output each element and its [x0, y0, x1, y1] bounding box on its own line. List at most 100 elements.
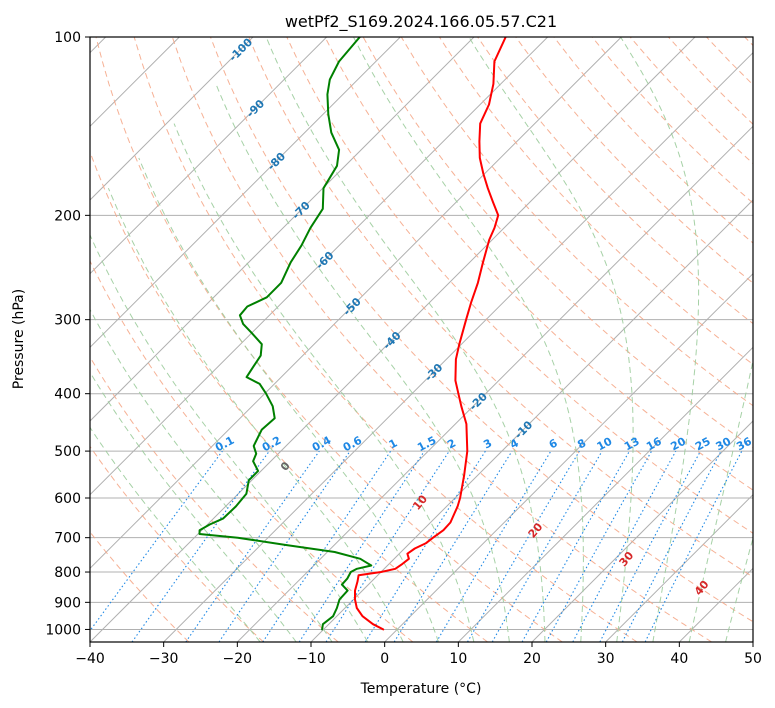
moist-adiabat: [265, 37, 546, 642]
mixing-ratio-label: 16: [644, 435, 664, 454]
dry-adiabat: [90, 150, 488, 642]
x-tick-label: −20: [223, 651, 253, 667]
y-tick-label: 400: [54, 387, 81, 403]
mixing-ratio-line: [572, 450, 677, 642]
isotherm-line: [90, 37, 696, 642]
mixing-ratio-label: 36: [734, 435, 754, 454]
moist-adiabat: [90, 426, 261, 642]
moist-adiabat: [138, 157, 439, 642]
isotherm-line: [752, 641, 753, 642]
dry-adiabat: [668, 37, 753, 125]
moist-adiabat: [353, 37, 584, 642]
y-tick-label: 300: [54, 313, 81, 329]
isotherm-label: -80: [265, 150, 288, 173]
y-tick-label: 200: [54, 208, 81, 224]
moist-adiabat: [90, 233, 369, 642]
mixing-ratio-label: 3: [481, 436, 494, 451]
isotherm-label: -100: [226, 35, 255, 64]
x-tick-label: −40: [75, 651, 105, 667]
isotherm-line: [605, 493, 753, 642]
isotherm-label: -30: [422, 361, 445, 384]
x-axis-title: Temperature (°C): [360, 681, 482, 697]
isotherm-label: -90: [244, 97, 267, 120]
mixing-ratio-line: [644, 450, 743, 642]
moist-adiabat-label: 30: [617, 549, 637, 569]
mixing-ratio-line: [262, 450, 392, 642]
moist-adiabat: [107, 188, 404, 642]
dry-adiabat: [324, 37, 753, 491]
mixing-ratio-line: [325, 450, 450, 642]
moist-adiabat: [90, 308, 333, 642]
x-tick-label: 0: [380, 651, 389, 667]
isotherm-line: [163, 51, 753, 642]
dry-adiabat: [95, 37, 563, 642]
mixing-ratio-line: [298, 450, 425, 642]
y-tick-label: 500: [54, 444, 81, 460]
y-axis-title: Pressure (hPa): [11, 289, 27, 389]
dry-adiabat: [90, 356, 339, 642]
moist-adiabat: [173, 123, 475, 642]
y-tick-label: 600: [54, 491, 81, 507]
moist-adiabat-label: 40: [692, 578, 712, 598]
isotherm-line: [90, 37, 549, 496]
isotherm-line: [384, 272, 753, 642]
x-tick-label: 40: [670, 651, 688, 667]
x-tick-label: 10: [449, 651, 467, 667]
isotherm-line: [90, 37, 328, 275]
isotherm-line: [90, 37, 475, 422]
isotherm-line: [90, 37, 622, 570]
dry-adiabat: [133, 37, 638, 642]
dry-adiabat: [553, 37, 753, 244]
moist-adiabat: [215, 83, 510, 642]
mixing-ratio-line: [521, 450, 630, 642]
dry-adiabat: [248, 37, 753, 578]
mixing-ratio-label: 13: [622, 435, 642, 454]
x-tick-label: −30: [149, 651, 179, 667]
mixing-ratio-line: [185, 450, 320, 642]
x-tick-label: 30: [597, 651, 615, 667]
mixing-ratio-label: 10: [595, 435, 615, 454]
mixing-ratio-line: [599, 450, 701, 642]
isotherm-line: [310, 199, 753, 642]
y-tick-label: 700: [54, 531, 81, 547]
mixing-ratio-line: [218, 450, 351, 642]
isotherm-line: [531, 420, 753, 642]
dry-adiabat: [210, 37, 753, 623]
mixing-ratio-label: 1: [387, 436, 400, 451]
moist-adiabat: [725, 536, 753, 642]
y-tick-label: 900: [54, 595, 81, 611]
x-tick-label: 50: [744, 651, 762, 667]
mixing-ratio-label: 6: [547, 436, 560, 451]
mixing-ratio-line: [435, 450, 552, 642]
dry-adiabat: [90, 259, 414, 642]
dry-adiabat: [591, 37, 753, 204]
mixing-ratio-line: [364, 450, 486, 642]
isotherm-line: [236, 125, 753, 642]
mixing-ratio-label: 30: [714, 435, 734, 454]
moist-adiabat: [90, 371, 297, 642]
mixing-ratio-line: [90, 450, 223, 632]
temperature-profile: [354, 37, 507, 631]
y-tick-label: 1000: [45, 622, 81, 638]
isotherm-line: [678, 567, 753, 642]
mixing-ratio-line: [545, 450, 653, 642]
mixing-ratio-line: [131, 450, 270, 642]
moist-adiabat-label: 0: [278, 459, 293, 473]
dry-adiabat: [286, 37, 753, 534]
mixing-ratio-line: [393, 450, 513, 642]
moist-adiabat-label: 10: [410, 492, 430, 512]
moist-adiabat: [468, 37, 634, 642]
dry-adiabat: [171, 37, 712, 642]
dry-adiabat: [90, 445, 264, 642]
plot-frame: [89, 36, 754, 643]
mixing-ratio-label: 20: [668, 435, 688, 454]
y-tick-label: 100: [54, 30, 81, 46]
moist-adiabat: [620, 37, 700, 642]
isotherm-line: [457, 346, 753, 642]
mixing-ratio-label: 25: [693, 435, 713, 454]
y-tick-label: 800: [54, 565, 81, 581]
isotherm-line: [90, 37, 254, 201]
mixing-ratio-label: 2: [445, 436, 458, 451]
